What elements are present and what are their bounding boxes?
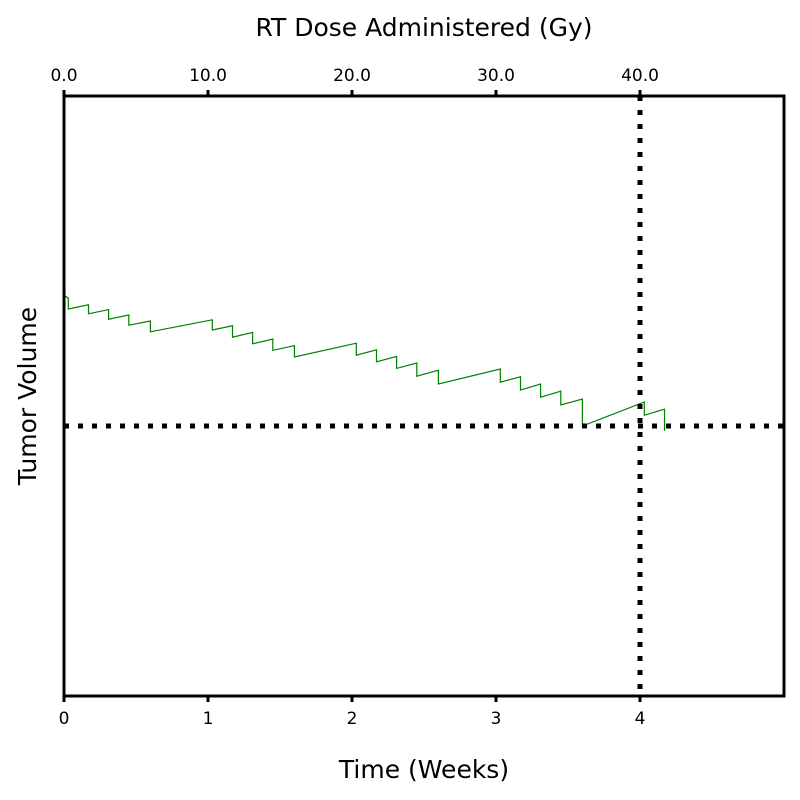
x-axis-title: Time (Weeks) bbox=[338, 755, 509, 784]
top-tick-label: 40.0 bbox=[621, 66, 659, 86]
bottom-tick-label: 4 bbox=[635, 709, 646, 729]
top-tick-label: 10.0 bbox=[189, 66, 227, 86]
series-line-0 bbox=[63, 294, 666, 431]
plot-layer bbox=[63, 294, 666, 431]
bottom-tick-label: 2 bbox=[347, 709, 358, 729]
bottom-tick-label: 1 bbox=[203, 709, 214, 729]
bottom-axis-ticks: 0 1 2 3 4 bbox=[59, 696, 646, 729]
top-tick-label: 20.0 bbox=[333, 66, 371, 86]
plot-frame bbox=[62, 94, 786, 698]
reference-lines bbox=[64, 96, 784, 696]
top-axis-title: RT Dose Administered (Gy) bbox=[255, 13, 592, 42]
top-tick-label: 30.0 bbox=[477, 66, 515, 86]
top-tick-label: 0.0 bbox=[50, 66, 77, 86]
bottom-tick-label: 0 bbox=[59, 709, 70, 729]
bottom-tick-label: 3 bbox=[491, 709, 502, 729]
y-axis-title: Tumor Volume bbox=[13, 307, 42, 486]
top-axis-ticks: 0.0 10.0 20.0 30.0 40.0 bbox=[50, 66, 659, 96]
